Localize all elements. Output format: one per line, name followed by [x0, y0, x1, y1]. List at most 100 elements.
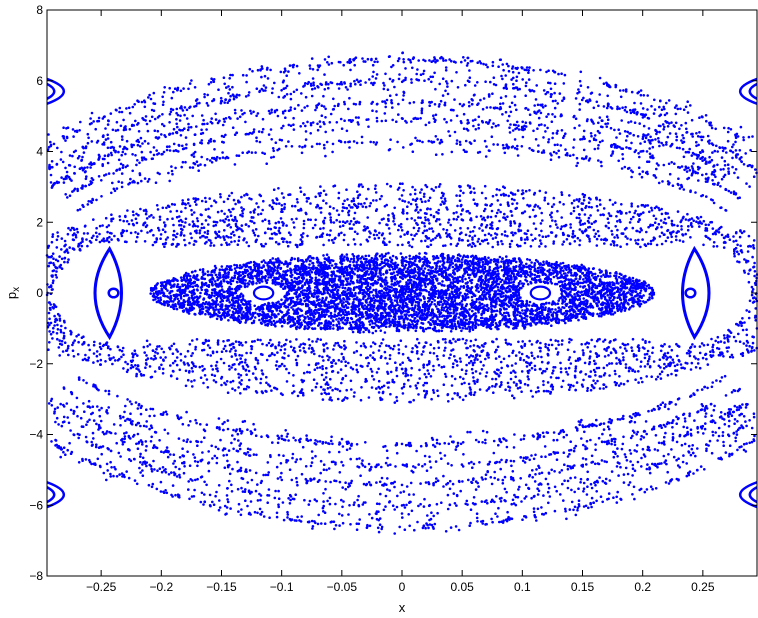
data-point — [392, 294, 395, 298]
data-point — [337, 320, 340, 323]
data-point — [509, 302, 513, 305]
data-point — [464, 259, 467, 262]
data-point — [579, 300, 583, 304]
data-point — [252, 319, 256, 323]
data-point — [227, 319, 230, 322]
data-point — [372, 326, 375, 330]
data-point — [453, 280, 457, 284]
data-point — [466, 281, 470, 284]
data-point — [438, 265, 442, 268]
data-point — [222, 278, 225, 281]
data-point — [388, 319, 391, 323]
data-point — [499, 265, 503, 268]
data-point — [336, 293, 339, 297]
data-point — [464, 277, 467, 281]
data-point — [299, 298, 303, 302]
data-point — [433, 303, 437, 306]
data-point — [224, 276, 228, 280]
data-point — [430, 300, 434, 304]
scatter-points — [45, 51, 758, 535]
data-point — [291, 318, 294, 321]
data-point — [320, 322, 323, 325]
data-point — [525, 307, 529, 311]
data-point — [303, 264, 307, 268]
data-point — [623, 309, 627, 312]
data-point — [544, 306, 547, 309]
data-point — [434, 315, 438, 318]
data-point — [320, 311, 324, 315]
data-point — [618, 296, 621, 299]
data-point — [206, 273, 210, 277]
data-point — [595, 296, 599, 299]
data-point — [458, 312, 462, 315]
data-point — [546, 322, 549, 326]
data-point — [609, 285, 612, 289]
data-point — [169, 290, 172, 293]
data-point — [507, 279, 511, 282]
data-point — [221, 299, 225, 303]
data-point — [627, 308, 631, 311]
data-point — [262, 264, 265, 267]
data-point — [266, 278, 269, 282]
data-point — [233, 274, 237, 277]
data-point — [397, 271, 401, 275]
data-point — [575, 291, 579, 295]
data-point — [308, 263, 311, 266]
data-point — [594, 293, 597, 297]
data-point — [440, 306, 444, 309]
data-point — [391, 262, 394, 265]
data-point — [237, 314, 241, 318]
data-point — [367, 330, 371, 334]
data-point — [422, 281, 426, 284]
data-point — [225, 314, 229, 317]
data-point — [478, 301, 481, 304]
data-point — [218, 268, 222, 272]
data-point — [628, 288, 631, 292]
data-point — [370, 267, 374, 271]
data-point — [518, 314, 522, 318]
data-point — [469, 264, 472, 268]
data-point — [280, 324, 284, 328]
data-point — [515, 303, 518, 306]
data-point — [228, 293, 231, 297]
data-point — [368, 263, 372, 267]
data-point — [427, 300, 430, 303]
data-point — [438, 282, 442, 285]
data-point — [273, 280, 277, 284]
data-point — [264, 261, 267, 264]
data-point — [400, 271, 403, 274]
data-point — [600, 296, 603, 300]
data-point — [200, 288, 204, 292]
data-point — [482, 272, 486, 275]
data-point — [163, 303, 166, 307]
data-point — [364, 327, 368, 330]
data-point — [371, 299, 374, 302]
data-point — [397, 315, 401, 319]
data-point — [190, 291, 193, 295]
data-point — [337, 317, 341, 320]
data-point — [380, 296, 383, 300]
data-point — [364, 280, 368, 283]
data-point — [382, 273, 385, 276]
data-point — [507, 305, 511, 308]
data-point — [617, 282, 620, 285]
data-point — [495, 300, 498, 304]
data-point — [403, 313, 407, 317]
data-point — [472, 293, 476, 297]
data-point — [608, 271, 612, 275]
data-point — [647, 286, 651, 290]
data-point — [519, 280, 522, 283]
data-point — [228, 301, 231, 304]
data-point — [405, 295, 409, 299]
data-point — [555, 266, 559, 269]
data-point — [388, 321, 391, 325]
data-point — [188, 274, 192, 278]
data-point — [552, 266, 555, 270]
data-point — [408, 257, 412, 261]
data-point — [435, 271, 438, 274]
data-point — [199, 291, 202, 295]
data-point — [253, 316, 257, 319]
data-point — [352, 257, 356, 261]
data-point — [634, 290, 638, 294]
data-point — [433, 284, 437, 288]
